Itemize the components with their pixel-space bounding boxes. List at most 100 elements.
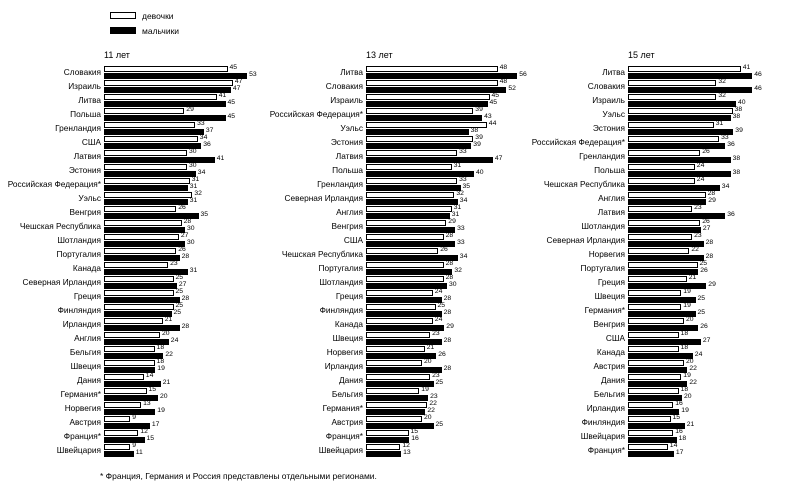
country-label: Швеция: [70, 361, 101, 371]
girls-value: 47: [234, 78, 243, 86]
girls-bar: [104, 331, 160, 338]
girls-value: 23: [432, 372, 440, 380]
bar-pair: 28 32: [366, 260, 526, 275]
country-label: Португалия: [56, 249, 101, 259]
boys-bar: [104, 240, 185, 247]
country-label: США: [81, 137, 101, 147]
boys-value: 29: [446, 323, 454, 331]
bar-pair: 30 41: [104, 148, 264, 163]
bar-row: Латвия 30 41: [2, 148, 264, 163]
country-label: Чешская Республика: [19, 221, 101, 231]
boys-value: 46: [754, 71, 762, 79]
boys-bar: [104, 408, 156, 415]
boys-bar: [628, 128, 734, 135]
boys-bar: [104, 338, 169, 345]
bar-pair: 16 19: [628, 400, 788, 415]
girls-value: 20: [424, 414, 432, 422]
boys-value: 34: [721, 183, 730, 191]
bar-pair: 32 31: [104, 190, 264, 205]
boys-bar: [104, 198, 188, 205]
bar-row: Российская Федерация* 33 36: [526, 134, 788, 149]
girls-bar: [366, 359, 422, 366]
girls-bar: [104, 345, 155, 352]
girls-bar: [628, 149, 701, 156]
country-label: Российская Федерация*: [7, 179, 101, 189]
country-label: Бельгия: [69, 347, 101, 357]
bar-row: Дания 23 25: [264, 372, 526, 387]
girls-value: 28: [707, 190, 716, 198]
girls-bar: [366, 275, 444, 282]
country-label: Чешская Республика: [543, 179, 625, 189]
girls-value: 33: [197, 120, 205, 128]
country-label: Канада: [72, 263, 101, 273]
country-label: Российская Федерация*: [531, 137, 625, 147]
bar-row: Латвия 23 36: [526, 204, 788, 219]
boys-value: 22: [427, 407, 435, 415]
legend-item-girls: девочки: [110, 8, 179, 23]
bar-row: Греция 21 29: [526, 274, 788, 289]
girls-bar: [366, 65, 498, 72]
bar-pair: 32 34: [366, 190, 526, 205]
boys-value: 26: [700, 267, 708, 275]
bar-pair: 9 17: [104, 414, 264, 429]
girls-bar: [366, 331, 431, 338]
bar-row: Шотландия 26 27: [526, 218, 788, 233]
country-label: Ирландия: [586, 403, 625, 413]
boys-bar: [628, 352, 693, 359]
girls-bar: [366, 233, 444, 240]
boys-value: 47: [232, 85, 241, 93]
bar-pair: 33 36: [628, 134, 788, 149]
girls-bar: [104, 177, 190, 184]
girls-legend-label: девочки: [142, 10, 174, 21]
boys-bar: [366, 380, 434, 387]
boys-value: 31: [189, 197, 198, 205]
country-label: Австрия: [593, 361, 625, 371]
girls-bar: [104, 359, 155, 366]
boys-value: 39: [735, 127, 743, 135]
girls-value: 32: [718, 92, 726, 100]
bar-pair: 19 25: [628, 288, 788, 303]
bar-pair: 41 45: [104, 92, 264, 107]
bar-pair: 48 56: [366, 64, 527, 79]
country-label: Шотландия: [57, 235, 101, 245]
girls-value: 28: [445, 260, 454, 268]
bar-row: Франция* 14 17: [526, 442, 788, 457]
boys-value: 17: [151, 421, 160, 429]
country-label: Литва: [78, 95, 101, 105]
bar-pair: 27 30: [104, 232, 264, 247]
country-label: Франция*: [63, 431, 101, 441]
boys-bar: [366, 338, 442, 345]
boys-bar: [628, 380, 688, 387]
girls-value: 9: [132, 442, 137, 450]
bar-pair: 15 16: [366, 428, 526, 443]
girls-bar: [628, 79, 717, 86]
boys-bar: [628, 338, 701, 345]
bar-row: Норвегия 22 28: [526, 246, 788, 261]
country-label: Греция: [597, 277, 625, 287]
bar-row: Финляндия 25 25: [2, 302, 264, 317]
girls-value: 25: [175, 288, 184, 296]
boys-bar: [104, 156, 215, 163]
bar-pair: 25 25: [104, 302, 264, 317]
girls-value: 24: [434, 316, 443, 324]
boys-value: 27: [702, 225, 711, 233]
bar-pair: 31 40: [366, 162, 526, 177]
bar-pair: 15 20: [104, 386, 264, 401]
country-label: Норвегия: [64, 403, 101, 413]
girls-bar: [628, 233, 693, 240]
boys-bar: [628, 212, 726, 219]
boys-value: 24: [694, 351, 703, 359]
girls-value: 26: [702, 218, 710, 226]
girls-bar: [628, 415, 671, 422]
boys-value: 22: [689, 365, 697, 373]
boys-bar: [628, 310, 696, 317]
girls-bar: [628, 205, 693, 212]
boys-bar: [628, 268, 699, 275]
girls-bar: [628, 93, 717, 100]
country-label: Бельгия: [331, 389, 363, 399]
girls-value: 24: [696, 162, 705, 170]
bar-row: Греция 24 28: [264, 288, 526, 303]
legend-item-boys: мальчики: [110, 23, 179, 38]
girls-bar: [628, 219, 701, 226]
boys-value: 28: [181, 253, 190, 261]
